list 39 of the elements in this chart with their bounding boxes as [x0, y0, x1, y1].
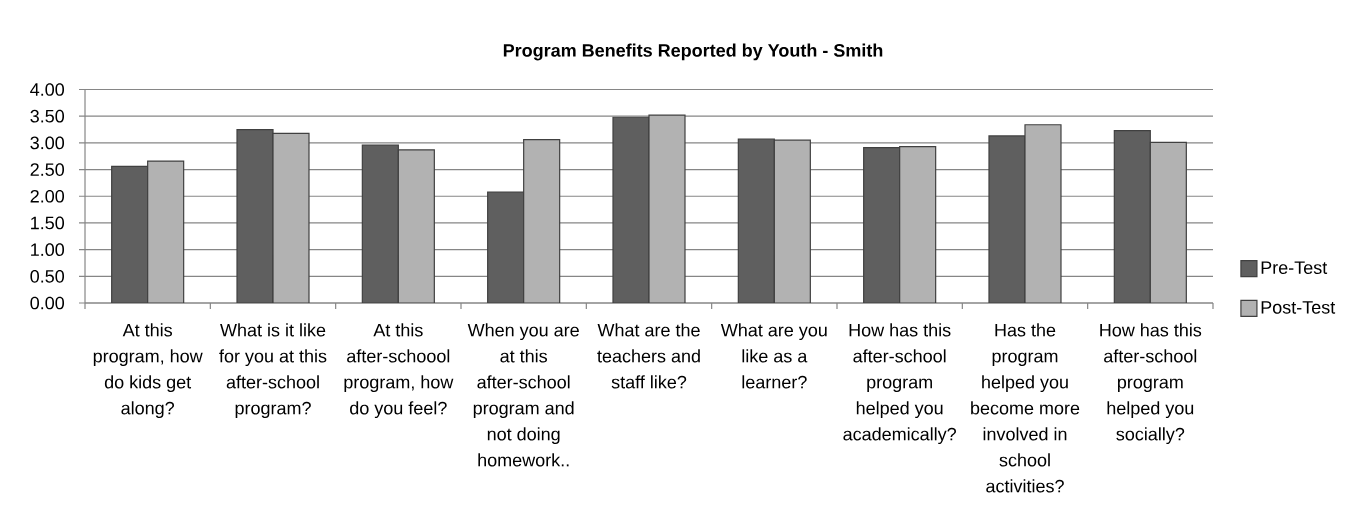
bar — [737, 138, 775, 303]
bar — [397, 149, 435, 303]
bar — [1113, 130, 1151, 303]
x-tick-label: At this after-schoool program, how do you feel? — [344, 323, 454, 419]
x-tick-label: Has the program helped you become more involved in school activities? — [971, 323, 1080, 493]
y-tick-label: 2.00 — [30, 189, 65, 203]
y-tick-label: 0.50 — [30, 269, 65, 283]
y-tick-label: 1.50 — [31, 216, 65, 230]
y-tick-label: 3.00 — [30, 136, 65, 150]
legend-label: Post-Test — [1261, 301, 1336, 314]
bar — [523, 139, 561, 303]
x-tick-label: What is it like for you at this after-school program? — [219, 323, 327, 419]
bar — [147, 160, 185, 303]
y-tick-label: 2.50 — [30, 163, 65, 176]
bar — [899, 146, 937, 303]
x-tick-label: At this program, how do kids get along? — [93, 323, 203, 419]
x-tick-label: When you are at this after-school program and not doing homework.. — [467, 323, 579, 467]
y-tick-label: 0.00 — [30, 296, 65, 310]
bar — [648, 114, 686, 303]
bar — [988, 135, 1025, 303]
y-tick-label: 3.50 — [30, 109, 65, 123]
bar — [612, 116, 650, 303]
bar — [487, 191, 525, 303]
x-tick-label: How has this after-school program helped you academically? — [843, 323, 956, 445]
bar — [361, 144, 399, 303]
y-tick-label: 1.00 — [31, 243, 65, 256]
legend-label: Pre-Test — [1261, 261, 1328, 274]
y-tick-label: 4.00 — [30, 83, 65, 96]
bar — [1149, 141, 1187, 303]
x-tick-label: What are the teachers and staff like? — [597, 323, 700, 389]
x-tick-label: What are you like as a learner? — [720, 323, 827, 389]
chart-title: Program Benefits Reported by Youth - Smith — [503, 43, 883, 61]
bar — [1025, 124, 1061, 303]
x-tick-label: How has this after-school program helped you socially? — [1100, 323, 1202, 445]
bar — [773, 139, 811, 303]
bar — [111, 165, 149, 303]
bar — [272, 132, 310, 303]
bar — [236, 128, 274, 303]
bar — [863, 147, 901, 303]
